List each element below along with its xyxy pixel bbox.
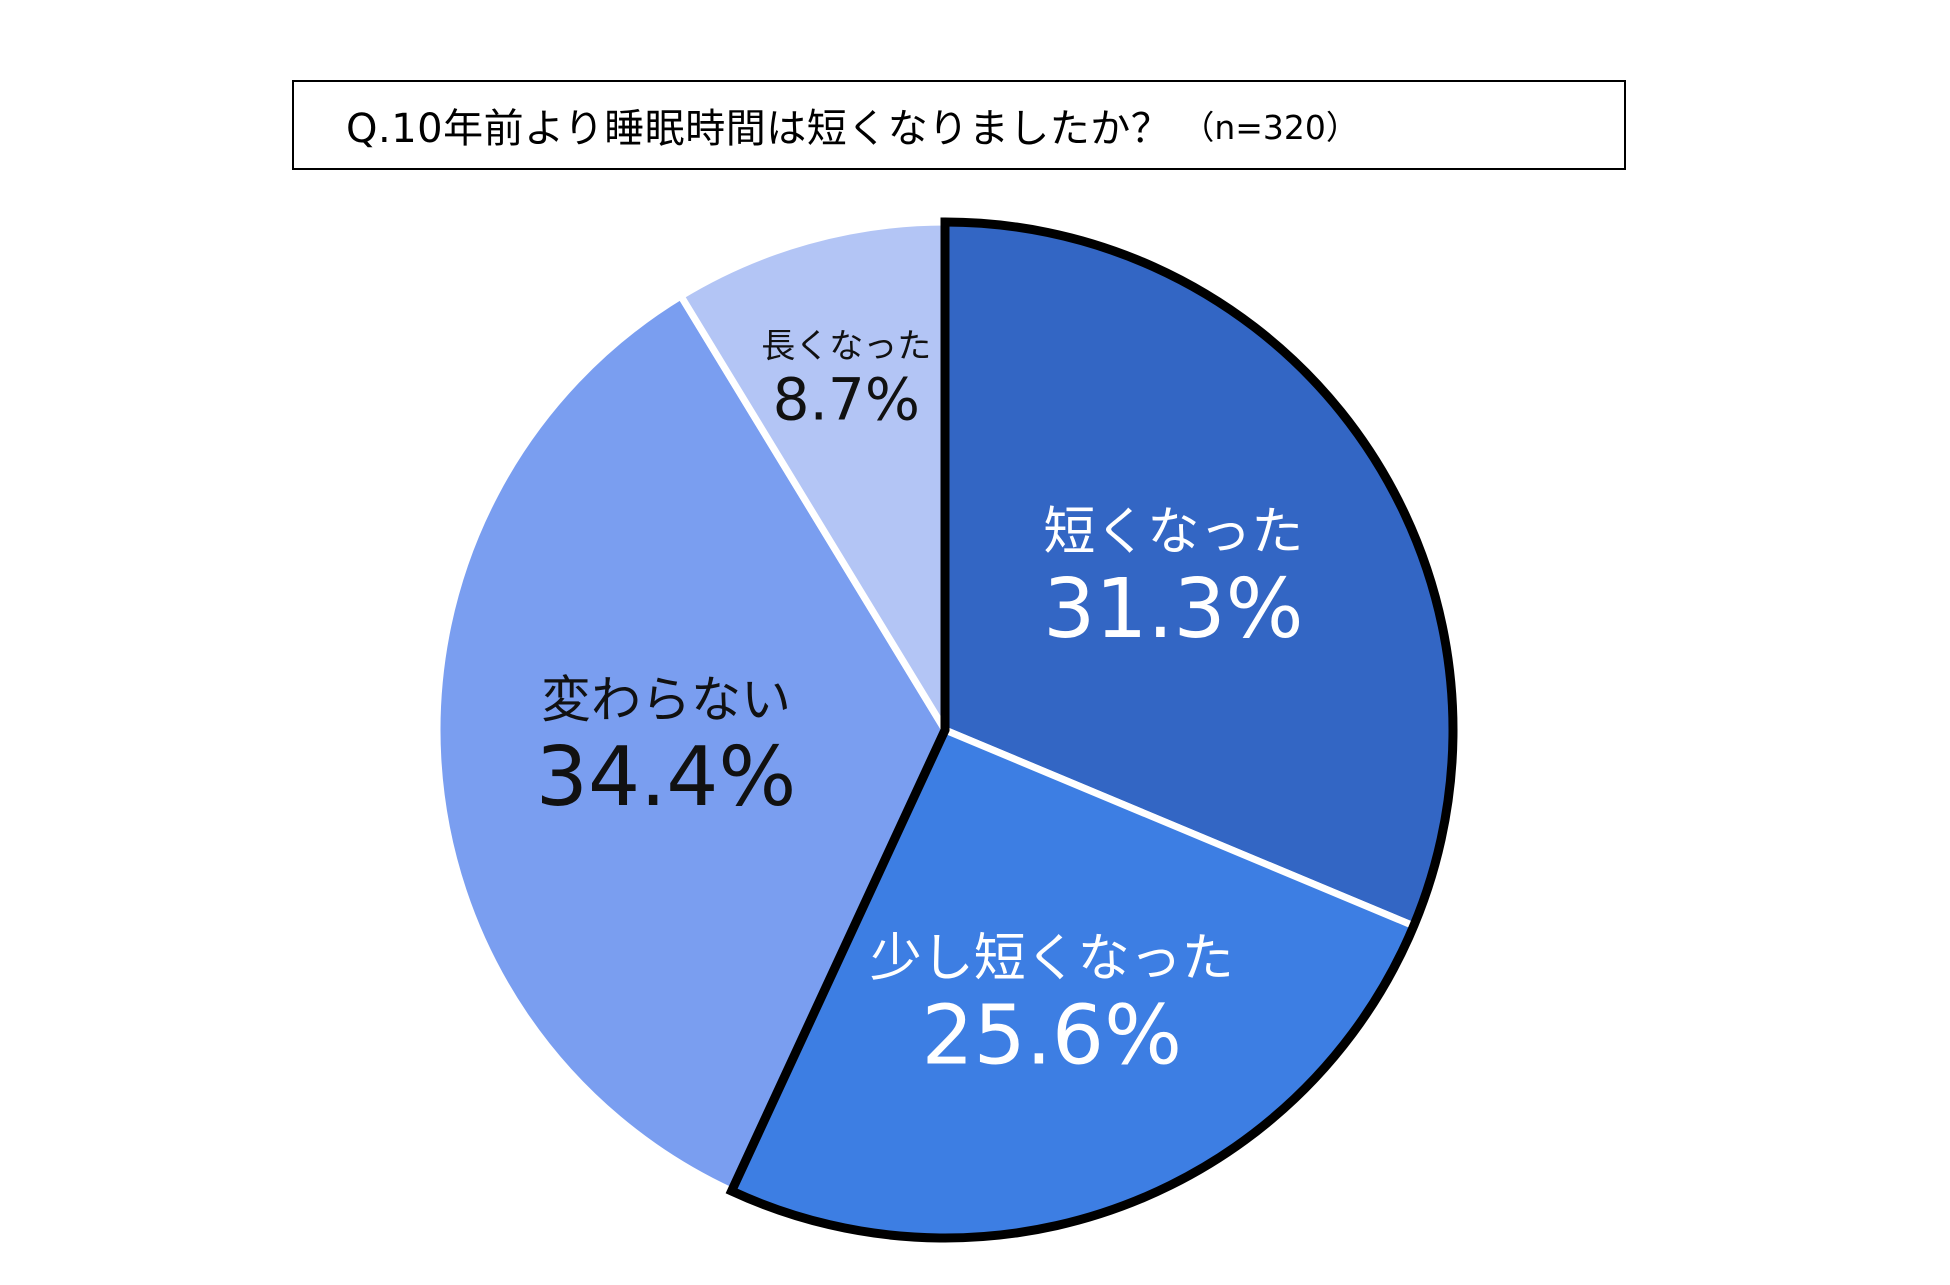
slice-value-3: 34.4%	[536, 730, 797, 825]
slice-label-1: 短くなった	[1043, 502, 1303, 562]
slice-value-4: 8.7%	[773, 366, 920, 434]
slice-value-2: 25.6%	[921, 989, 1182, 1084]
slice-label-2: 少し短くなった	[870, 929, 1234, 989]
slice-label-3: 変わらない	[541, 671, 791, 729]
slice-value-1: 31.3%	[1043, 562, 1304, 657]
pie-slice-3	[433, 292, 949, 1195]
slice-label-4: 長くなった	[761, 327, 931, 367]
chart-title: Q.10年前より睡眠時間は短くなりましたか？	[346, 106, 1172, 152]
chart-subtitle: （n=320）	[1181, 108, 1359, 147]
pie-slice-4	[677, 218, 949, 734]
highlight-outline	[725, 217, 1458, 1243]
chart-title-box: Q.10年前より睡眠時間は短くなりましたか？ （n=320）	[292, 80, 1626, 170]
